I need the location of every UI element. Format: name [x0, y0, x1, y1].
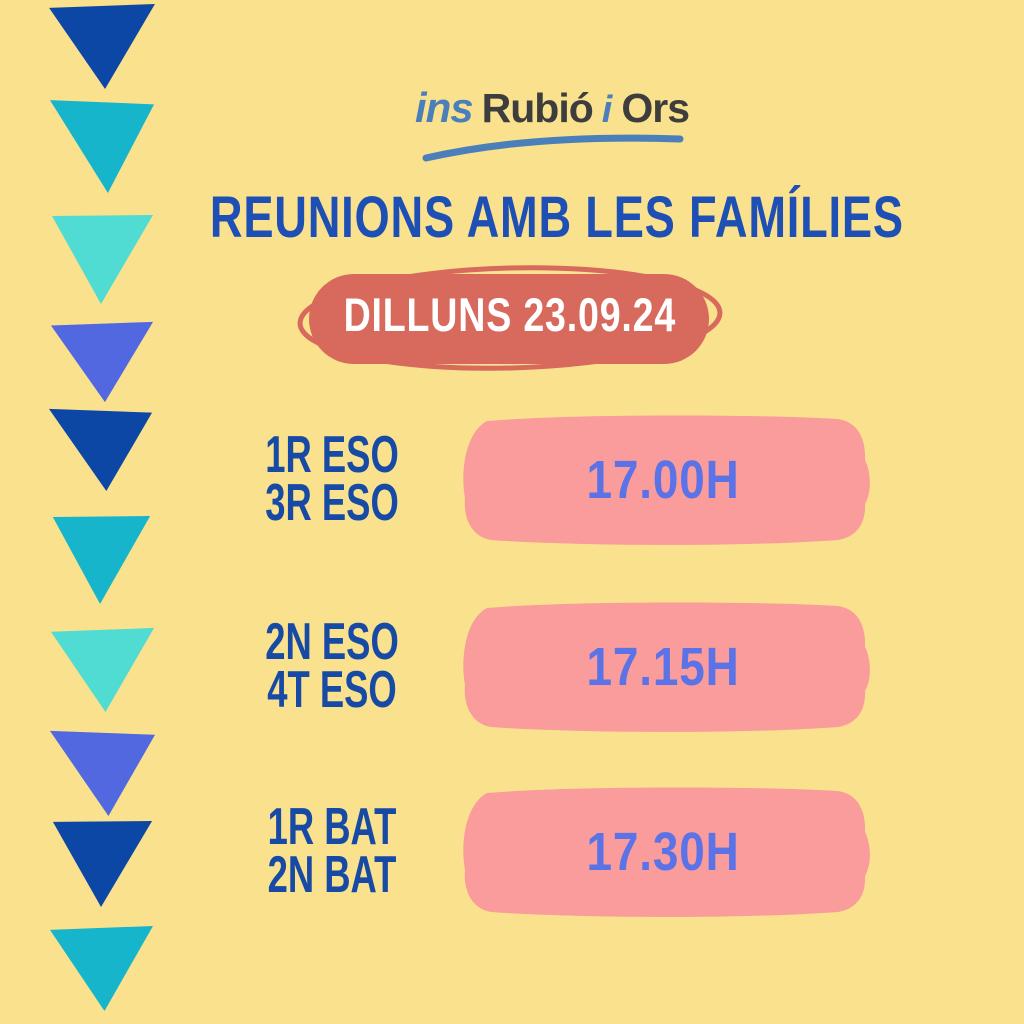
schedule-row: 2N ESO 4T ESO 17.15H — [0, 597, 1024, 737]
time-label: 17.30H — [586, 822, 740, 882]
group-label: 4T ESO — [267, 661, 397, 719]
time-box-blob-icon — [463, 415, 870, 545]
group-label: 3R ESO — [265, 474, 399, 532]
down-triangle-icon — [50, 627, 155, 713]
group-label: 2N ESO — [265, 613, 399, 672]
time-label: 17.15H — [586, 637, 740, 697]
time-label: 17.00H — [586, 450, 740, 510]
down-triangle-icon — [49, 3, 155, 90]
logo-acronym: ins — [414, 84, 474, 131]
date-badge-label: DILLUNS 23.09.24 — [343, 287, 677, 341]
schedule-row: 1R BAT 2N BAT 17.30H — [0, 782, 1024, 922]
time-box: 17.15H — [453, 597, 873, 737]
logo-connector: i — [601, 89, 613, 131]
time-box-blob-icon — [463, 602, 870, 732]
down-triangle-icon — [50, 321, 154, 403]
school-logo-text: ins Rubió i Ors — [390, 84, 714, 132]
down-triangle-icon — [49, 925, 154, 1012]
group-labels: 2N ESO 4T ESO — [259, 597, 406, 737]
down-triangle-icon — [49, 730, 156, 816]
group-labels: 1R ESO 3R ESO — [259, 410, 406, 550]
down-triangle-icon — [49, 100, 155, 193]
time-box: 17.00H — [453, 410, 873, 550]
logo-underline-swoosh-icon — [422, 134, 684, 162]
down-triangle-icon — [48, 408, 153, 491]
down-triangle-icon — [52, 820, 153, 907]
group-label: 2N BAT — [267, 846, 397, 904]
date-badge-blob-icon — [297, 265, 723, 371]
down-triangle-icon — [52, 215, 153, 304]
date-badge: DILLUNS 23.09.24 — [295, 262, 725, 374]
school-logo: ins Rubió i Ors — [390, 80, 714, 170]
group-label: 1R ESO — [265, 426, 399, 485]
group-label: 1R BAT — [267, 798, 397, 857]
down-triangle-icon — [52, 516, 151, 604]
time-box-blob-icon — [463, 787, 870, 917]
logo-name-first: Rubió — [481, 85, 594, 131]
logo-name-last: Ors — [621, 85, 690, 131]
time-box: 17.30H — [453, 782, 873, 922]
group-labels: 1R BAT 2N BAT — [259, 782, 406, 922]
schedule-row: 1R ESO 3R ESO 17.00H — [0, 410, 1024, 550]
page-title: REUNIONS AMB LES FAMÍLIES — [209, 185, 904, 250]
